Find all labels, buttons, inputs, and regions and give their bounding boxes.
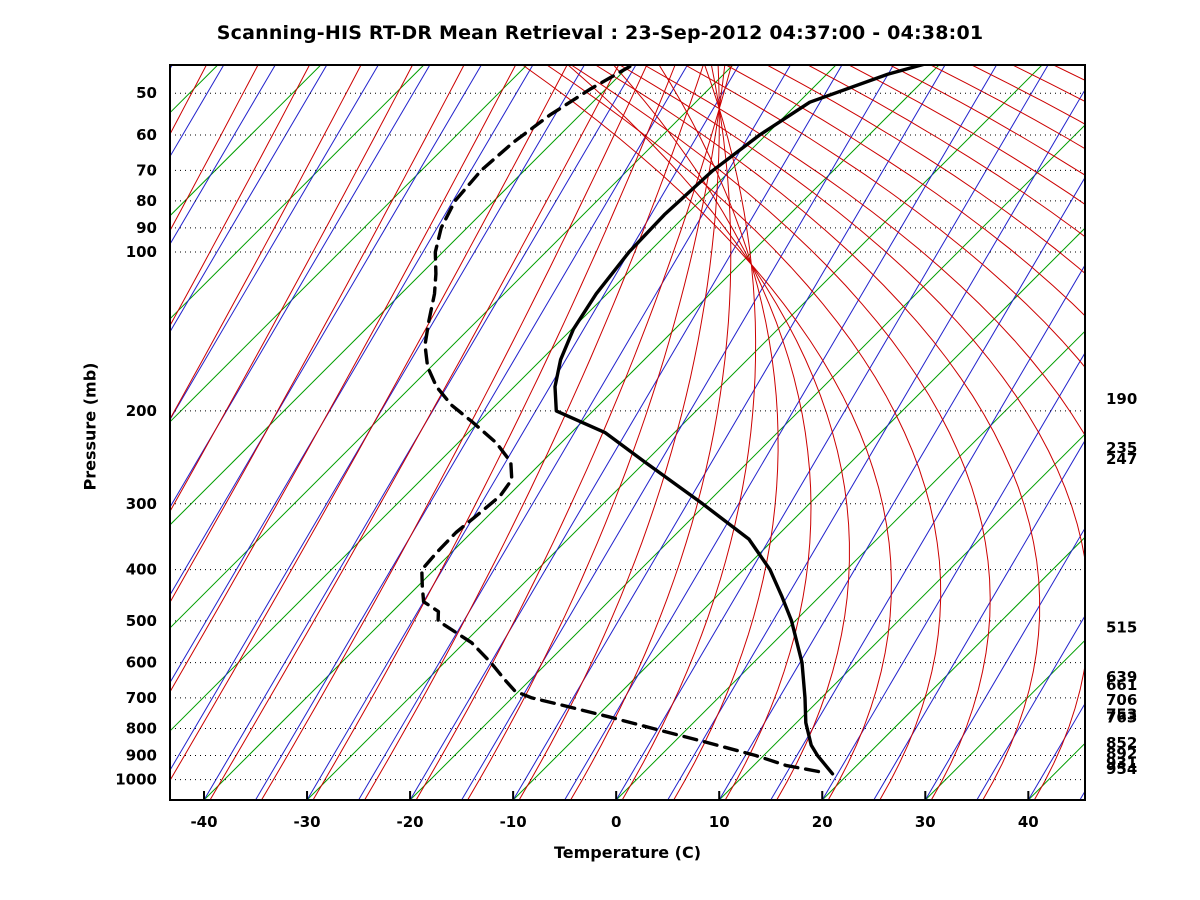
y-tick-label: 300 [126, 495, 157, 513]
y-tick-label: 50 [136, 84, 157, 102]
y-tick-label: 100 [126, 243, 157, 261]
y-tick-label: 200 [126, 402, 157, 420]
y-tick-label: 900 [126, 746, 157, 764]
right-pressure-label: 639 [1106, 668, 1137, 686]
y-tick-label: 700 [126, 689, 157, 707]
x-tick-label: -20 [397, 813, 424, 831]
y-tick-label: 1000 [115, 771, 157, 789]
y-tick-labels: 50 60 70 80 90 100 200 300 400 500 600 700 800 900 100… [115, 84, 157, 788]
plot-border [169, 64, 1086, 801]
y-axis-title: Pressure (mb) [80, 362, 100, 491]
right-pressure-label: 892 [1106, 744, 1137, 762]
right-pressure-label: 954 [1106, 760, 1137, 778]
y-tick-label: 800 [126, 719, 157, 737]
right-pressure-label: 247 [1106, 450, 1137, 468]
isotherm-lines [170, 65, 1085, 800]
x-tick-label: 20 [812, 813, 833, 831]
y-tick-label: 70 [136, 161, 157, 179]
right-pressure-label: 852 [1106, 734, 1137, 752]
x-tick-label: 40 [1018, 813, 1039, 831]
pressure-gridlines [170, 92, 1085, 781]
y-tick-label: 500 [126, 612, 157, 630]
x-tick-label: 30 [915, 813, 936, 831]
y-tick-label: 80 [136, 192, 157, 210]
plot-area [170, 65, 1085, 800]
y-tick-label: 400 [126, 561, 157, 579]
y-tick-label: 60 [136, 126, 157, 144]
temperature-profile [553, 65, 927, 776]
y-tick-label: 90 [136, 219, 157, 237]
chart-title: Scanning-HIS RT-DR Mean Retrieval : 23-S… [216, 22, 984, 44]
y-tick-label: 600 [126, 654, 157, 672]
x-axis-title: Temperature (C) [553, 843, 702, 862]
x-tick-label: 10 [709, 813, 730, 831]
right-pressure-label: 190 [1106, 390, 1137, 408]
x-tick-label: -10 [500, 813, 527, 831]
right-pressure-label: 661 [1106, 676, 1137, 694]
right-pressure-label: 753 [1106, 706, 1137, 724]
x-tick-label: -40 [190, 813, 217, 831]
right-pressure-label: 763 [1106, 709, 1137, 727]
green-diagonal-lines [170, 65, 1085, 800]
right-pressure-label: 515 [1106, 619, 1137, 637]
x-tick-label: 0 [611, 813, 621, 831]
x-axis-ticks [203, 791, 1030, 800]
dew_point-profile [420, 65, 821, 774]
right-pressure-label: 235 [1106, 439, 1137, 457]
right-pressure-label: 706 [1106, 691, 1137, 709]
x-tick-labels: -40 -30 -20 -10 0 10 20 30 40 [190, 813, 1038, 831]
x-tick-label: -30 [293, 813, 320, 831]
moist-adiabat-lines [170, 65, 1085, 800]
right-pressure-label: 931 [1106, 754, 1137, 772]
